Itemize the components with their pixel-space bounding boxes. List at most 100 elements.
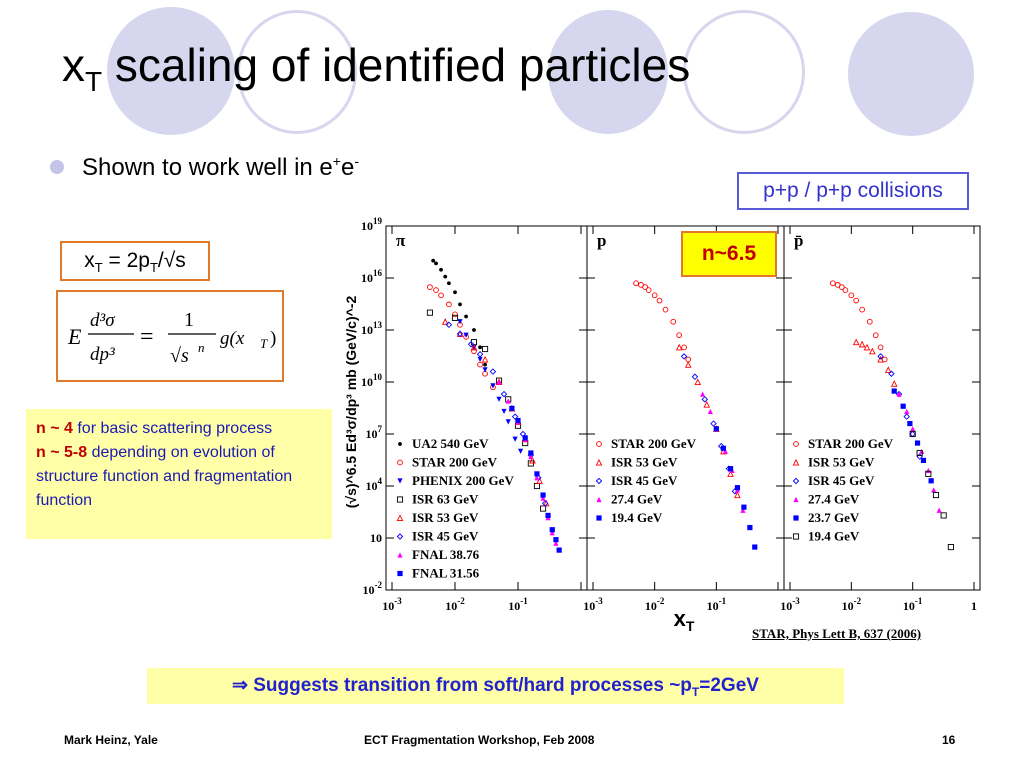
data-point — [496, 396, 502, 402]
data-point — [478, 345, 482, 350]
data-point — [940, 512, 947, 519]
data-point — [701, 396, 709, 403]
data-point — [458, 302, 462, 307]
data-point — [909, 430, 916, 438]
data-point — [463, 332, 469, 338]
legend-label: FNAL 38.76 — [412, 547, 480, 562]
data-point — [662, 306, 669, 313]
data-point — [439, 267, 443, 272]
legend-label: FNAL 31.56 — [412, 566, 480, 581]
y-tick-label: 1016 — [361, 268, 383, 285]
data-point — [910, 426, 916, 432]
data-point — [866, 318, 873, 325]
legend-marker — [793, 441, 799, 447]
data-point — [482, 345, 489, 353]
data-point — [645, 287, 652, 293]
formula-g-close: ) — [270, 328, 276, 349]
data-point — [651, 292, 658, 299]
x-tick-label: 10-3 — [382, 596, 402, 613]
data-point — [694, 378, 702, 386]
x-tick-label: 10-2 — [445, 596, 465, 613]
legend-marker — [397, 552, 403, 558]
data-point — [900, 403, 906, 409]
data-point — [752, 544, 758, 550]
data-point — [907, 420, 913, 427]
legend-marker — [596, 441, 602, 447]
data-point — [446, 281, 451, 286]
data-point — [741, 504, 747, 510]
legend-label: ISR 63 GeV — [412, 492, 479, 507]
data-point — [541, 500, 549, 507]
data-point — [467, 341, 475, 348]
data-point — [489, 368, 497, 375]
data-point — [483, 362, 487, 367]
legend-marker — [396, 496, 404, 503]
data-point — [914, 440, 921, 446]
data-point — [676, 332, 683, 339]
data-point — [931, 487, 937, 493]
data-point — [734, 491, 741, 499]
data-point — [477, 356, 483, 363]
data-point — [703, 400, 711, 408]
deco-circle-2 — [548, 10, 668, 134]
data-point — [720, 445, 726, 451]
data-point — [518, 448, 524, 454]
y-tick-label: 107 — [366, 424, 383, 441]
legend-label: ISR 53 GeV — [412, 510, 479, 525]
formula-equals: = — [140, 324, 154, 350]
data-point — [842, 287, 849, 293]
x-tick-label: 10-3 — [583, 596, 603, 613]
data-point — [858, 340, 866, 348]
formula-d3sigma: d³σ — [90, 310, 115, 331]
data-point — [443, 274, 448, 279]
data-point — [438, 292, 444, 299]
legend-marker — [396, 514, 404, 522]
data-point — [556, 547, 562, 553]
data-point — [747, 524, 753, 531]
data-point — [534, 471, 540, 477]
data-point — [830, 280, 836, 287]
data-point — [947, 544, 954, 551]
page-title: xT scaling of identified particles — [62, 39, 691, 97]
data-point — [633, 280, 639, 287]
data-point — [727, 466, 734, 472]
data-point — [896, 391, 902, 397]
deco-circle-1 — [107, 7, 235, 135]
formula-E: E — [67, 324, 82, 349]
data-point — [890, 380, 898, 387]
y-tick-label: 1019 — [361, 216, 383, 233]
deco-circle-3 — [848, 12, 974, 136]
formula-g: g(x — [220, 328, 245, 349]
x-axis-title: xT — [674, 606, 695, 634]
data-point — [713, 426, 719, 432]
data-point — [670, 318, 677, 325]
data-point — [481, 355, 489, 363]
legend-marker — [792, 533, 800, 540]
legend-marker — [792, 477, 800, 485]
data-point — [869, 347, 876, 355]
legend-label: 27.4 GeV — [808, 492, 860, 507]
data-point — [852, 338, 860, 346]
data-point — [863, 343, 871, 351]
data-point — [916, 449, 923, 457]
data-point — [920, 457, 927, 463]
legend-marker — [397, 478, 403, 484]
data-point — [549, 530, 555, 536]
legend-marker — [595, 477, 603, 485]
legend-label: UA2 540 GeV — [412, 436, 489, 451]
data-point — [476, 350, 484, 358]
n-value-badge: n~6.5 — [681, 231, 777, 277]
formula-one: 1 — [184, 309, 194, 331]
data-point — [740, 507, 746, 513]
data-point — [490, 383, 496, 389]
data-point — [553, 537, 559, 543]
formula-sqrt-s: √s — [170, 345, 189, 367]
legend-marker — [793, 515, 799, 521]
x-tick-label: 10-1 — [707, 596, 727, 613]
data-point — [848, 292, 855, 299]
legend-label: PHENIX 200 GeV — [412, 473, 514, 488]
data-point — [427, 284, 433, 290]
data-point — [515, 417, 521, 424]
legend-marker — [792, 458, 800, 466]
